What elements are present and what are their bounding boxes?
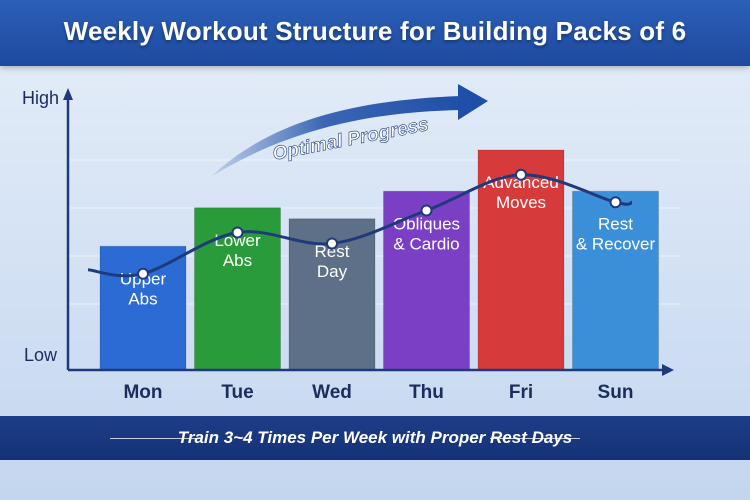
progress-point: [420, 204, 433, 217]
progress-annotation: Optimal Progress: [271, 114, 430, 165]
x-tick-wed: Wed: [312, 382, 352, 403]
bar-label: Rest & Recover: [576, 214, 656, 253]
progress-point: [515, 168, 527, 181]
progress-point: [137, 267, 149, 280]
progress-arrow-band: [212, 96, 462, 176]
footer-caption: Train 3~4 Times Per Week with Proper Res…: [177, 428, 573, 447]
progress-point: [609, 196, 622, 209]
x-axis-arrow: [662, 364, 674, 376]
chart-title: Weekly Workout Structure for Building Pa…: [63, 16, 687, 46]
bar-label: Obliques & Cardio: [393, 214, 460, 253]
progress-point: [231, 226, 244, 239]
progress-curve: [87, 173, 633, 278]
bar-mon: [99, 245, 187, 371]
bar-fri: [477, 149, 565, 371]
y-axis-arrow: [63, 88, 73, 100]
y-axis-high-label: High: [22, 88, 59, 108]
footer-divider-left: [110, 438, 200, 439]
y-axis-low-label: Low: [24, 345, 58, 365]
title-bar: Weekly Workout Structure for Building Pa…: [0, 0, 750, 66]
x-tick-sun: Sun: [598, 382, 634, 403]
x-tick-thu: Thu: [409, 382, 444, 403]
progress-point: [326, 237, 338, 250]
bar-sun: [572, 190, 659, 371]
bar-label: Rest Day: [315, 242, 350, 281]
x-tick-fri: Fri: [509, 382, 533, 403]
x-tick-tue: Tue: [221, 382, 253, 403]
footer-divider-right: [490, 438, 580, 439]
x-tick-mon: Mon: [123, 382, 162, 403]
footer-bar: Train 3~4 Times Per Week with Proper Res…: [0, 416, 750, 460]
progress-arrow-head: [458, 84, 488, 120]
